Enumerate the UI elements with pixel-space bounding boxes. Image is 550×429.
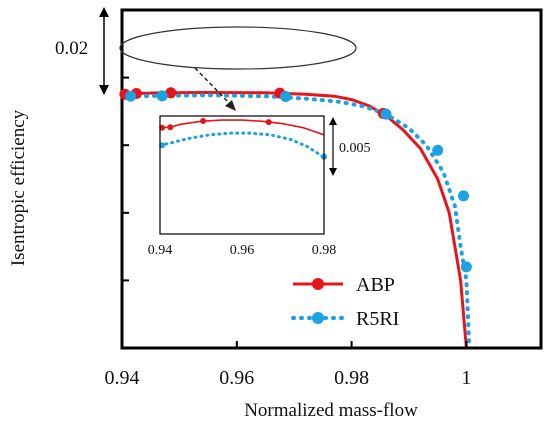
x-axis-ticks: 0.94 0.96 0.98 1 xyxy=(105,341,471,389)
inset-frame xyxy=(159,115,325,235)
main-series-markers xyxy=(119,87,472,273)
zoom-ellipse xyxy=(119,26,357,70)
inset-point-abp xyxy=(167,124,174,131)
legend-label-r5ri: R5RI xyxy=(356,308,399,330)
legend-marker-r5ri xyxy=(312,312,324,324)
x-tick-label: 0.94 xyxy=(105,367,140,389)
point-r5ri xyxy=(156,90,168,102)
x-tick-label: 0.96 xyxy=(219,367,254,389)
inset-point-abp xyxy=(200,118,207,124)
scale-arrow-main-top xyxy=(99,7,109,17)
inset-point-abp xyxy=(159,124,166,131)
point-r5ri xyxy=(280,91,292,102)
scale-label-main: 0.02 xyxy=(55,38,88,59)
point-abp xyxy=(165,87,177,99)
y-axis-ticks xyxy=(122,76,129,349)
scale-arrow-main-bottom xyxy=(99,85,109,95)
inset-background xyxy=(160,116,324,234)
point-r5ri xyxy=(380,108,392,120)
inset-x-tick-label: 0.96 xyxy=(230,243,255,258)
zoom-arrowhead xyxy=(225,100,236,111)
inset-x-axis-ticks: 0.94 0.96 0.98 xyxy=(148,243,337,258)
scale-label-inset: 0.005 xyxy=(339,141,371,156)
zoom-arrow xyxy=(194,67,233,107)
plot-frame xyxy=(120,8,543,350)
inset-point-r5ri xyxy=(159,142,166,149)
x-tick-label: 1 xyxy=(461,367,471,389)
inset-x-tick-label: 0.98 xyxy=(312,243,337,258)
inset-series-markers xyxy=(159,118,327,160)
point-r5ri xyxy=(125,90,137,102)
scale-arrow-inset-top xyxy=(329,117,337,125)
legend-label-abp: ABP xyxy=(356,274,395,296)
legend: ABP R5RI xyxy=(291,274,399,330)
point-r5ri xyxy=(460,261,472,273)
x-tick-label: 0.98 xyxy=(334,367,369,389)
scale-arrow-inset-bottom xyxy=(329,168,337,176)
y-axis-title: Isentropic efficiency xyxy=(8,109,29,266)
point-r5ri xyxy=(458,190,469,202)
point-r5ri xyxy=(432,144,444,156)
legend-marker-abp xyxy=(312,278,324,290)
x-axis-title: Normalized mass-flow xyxy=(244,400,418,421)
inset-series-lines xyxy=(160,119,324,159)
inset-point-abp xyxy=(265,119,272,126)
inset-line-abp xyxy=(160,119,324,136)
inset-x-tick-label: 0.94 xyxy=(148,243,173,258)
